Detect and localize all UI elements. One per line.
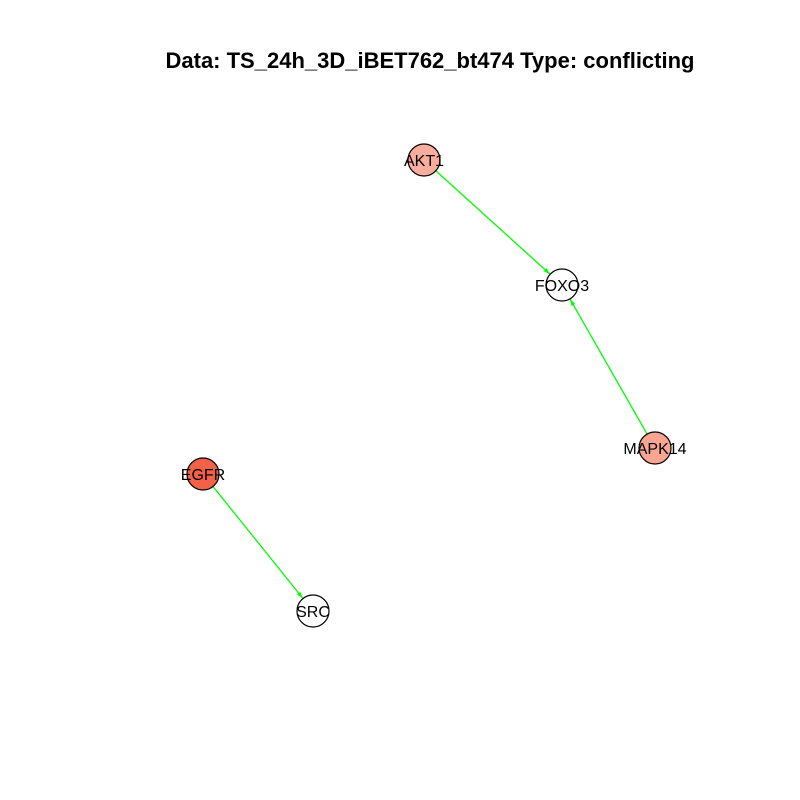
nodes-layer: AKT1 FOXO3 MAPK14 EGFR SRC <box>181 143 687 628</box>
edges-layer <box>212 170 648 599</box>
edge-akt1-to-foxo3 <box>435 170 551 275</box>
node-mapk14[interactable]: MAPK14 <box>623 431 687 465</box>
node-circle <box>407 143 441 177</box>
edge-egfr-to-src <box>212 486 304 599</box>
node-circle <box>296 594 330 628</box>
node-foxo3[interactable]: FOXO3 <box>535 268 589 302</box>
node-label: MAPK14 <box>623 441 686 458</box>
node-egfr[interactable]: EGFR <box>181 457 225 491</box>
plot-title: Data: TS_24h_3D_iBET762_bt474 Type: conf… <box>165 48 695 73</box>
node-circle <box>638 431 672 465</box>
node-src[interactable]: SRC <box>296 594 330 628</box>
node-akt1[interactable]: AKT1 <box>404 143 444 177</box>
node-label: AKT1 <box>404 153 444 170</box>
node-circle <box>186 457 220 491</box>
node-circle <box>545 268 579 302</box>
node-label: FOXO3 <box>535 278 589 295</box>
node-label: SRC <box>296 604 330 621</box>
node-label: EGFR <box>181 467 225 484</box>
edge-mapk14-to-foxo3 <box>569 298 648 435</box>
